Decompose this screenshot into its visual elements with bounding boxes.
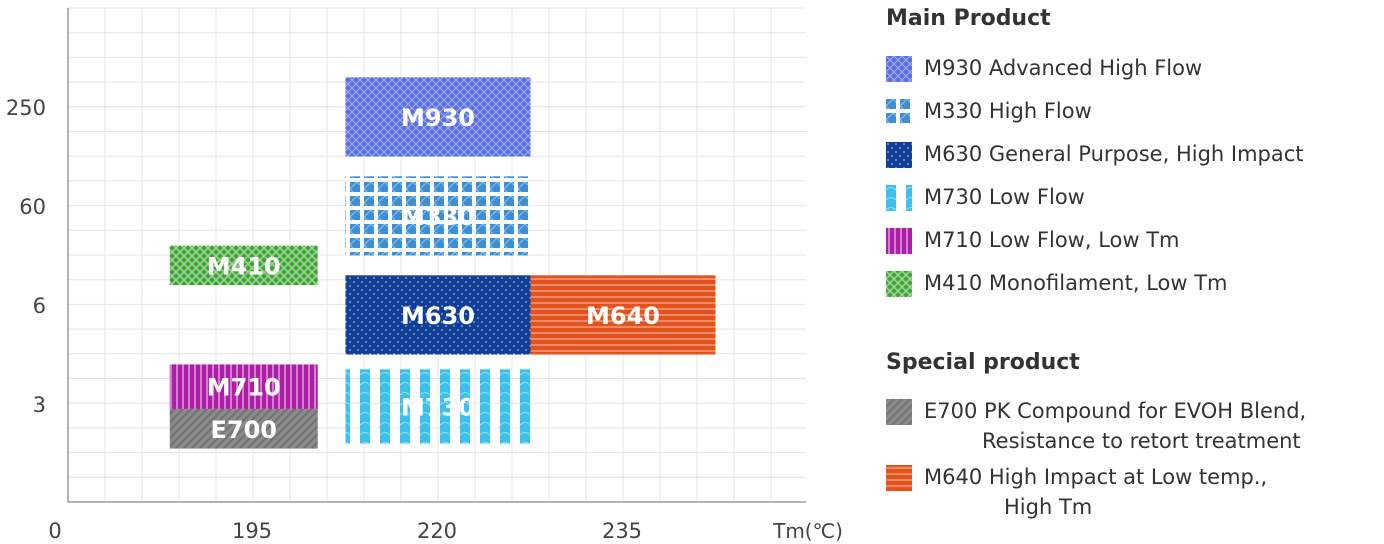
- block-e700: E700: [169, 408, 318, 449]
- block-label: M710: [207, 374, 281, 402]
- block-label: E700: [211, 416, 278, 444]
- legend-item-line1: M640 High Impact at Low temp.,: [924, 465, 1268, 489]
- legend-item: M930 Advanced High Flow: [886, 56, 1202, 83]
- block-m410: M410: [169, 245, 318, 286]
- axes: [67, 8, 806, 503]
- legend-swatch: [886, 271, 912, 297]
- x-axis-label: Tm(℃): [772, 519, 843, 543]
- legend-item-label: M410 Monofilament, Low Tm: [924, 271, 1228, 295]
- legend-item: M640 High Impact at Low temp., High Tm: [886, 465, 1267, 522]
- legend-swatch: [886, 99, 912, 125]
- legend-item: E700 PK Compound for EVOH Blend, Resistan…: [886, 399, 1306, 456]
- legend-swatch: [886, 465, 912, 491]
- x-tick-label: 235: [602, 519, 642, 543]
- blocks: M930 M330 M410 M630 M640 M710 E700 M730: [169, 77, 716, 449]
- block-rect: [345, 77, 531, 157]
- y-tick-label: 6: [33, 294, 46, 318]
- legend-main-heading: Main Product: [886, 6, 1051, 31]
- legend-item-line2: High Tm: [1004, 495, 1093, 519]
- x-tick-label: 0: [48, 519, 61, 543]
- block-rect: [169, 364, 318, 409]
- legend-item-label: M710 Low Flow, Low Tm: [924, 228, 1180, 252]
- legend-swatch: [886, 228, 912, 254]
- legend-item-line2: Resistance to retort treatment: [982, 429, 1301, 453]
- legend-item-label: M730 Low Flow: [924, 185, 1085, 209]
- chart: M930 M330 M410 M630 M640 M710 E700 M730 250 60 6 3…: [6, 7, 843, 543]
- legend-item-label: M330 High Flow: [924, 99, 1092, 123]
- legend-swatch: [886, 399, 912, 425]
- y-tick-label: 250: [6, 96, 46, 120]
- block-label: M730: [401, 393, 475, 421]
- block-m930: M930: [345, 77, 531, 157]
- y-tick-label: 60: [19, 195, 46, 219]
- tick-labels: 250 60 6 3 0 195 220 235 Tm(℃): [6, 96, 843, 543]
- block-rect: [345, 369, 531, 444]
- block-label: M640: [586, 302, 660, 330]
- legend-item-label: M930 Advanced High Flow: [924, 56, 1203, 80]
- legend-swatch: [886, 185, 912, 211]
- legend-item-label: M640 High Impact at Low temp., High Tm: [924, 462, 1267, 522]
- block-rect: [530, 275, 716, 355]
- x-tick-label: 195: [232, 519, 272, 543]
- block-label: M410: [207, 252, 281, 280]
- block-rect: [169, 245, 318, 286]
- legend-item: M630 General Purpose, High Impact: [886, 142, 1304, 169]
- block-m330: M330: [345, 176, 531, 256]
- x-tick-label: 220: [417, 519, 457, 543]
- y-tick-label: 3: [33, 393, 46, 417]
- block-label: M930: [401, 104, 475, 132]
- block-m630: M630: [345, 275, 531, 355]
- block-rect: [169, 408, 318, 449]
- legend-swatch: [886, 56, 912, 82]
- block-m710: M710: [169, 364, 318, 409]
- legend-item: M330 High Flow: [886, 99, 1092, 126]
- legend-item-line1: E700 PK Compound for EVOH Blend,: [924, 399, 1307, 423]
- block-label: M330: [401, 203, 475, 231]
- block-m640: M640: [530, 275, 716, 355]
- legend-item: M730 Low Flow: [886, 185, 1085, 212]
- legend-special-heading: Special product: [886, 350, 1080, 375]
- legend-item-label: M630 General Purpose, High Impact: [924, 142, 1304, 166]
- legend-item: M710 Low Flow, Low Tm: [886, 228, 1180, 255]
- block-rect: [345, 275, 531, 355]
- block-label: M630: [401, 302, 475, 330]
- legend-swatch: [886, 142, 912, 168]
- legend-item-label: E700 PK Compound for EVOH Blend, Resistan…: [924, 396, 1306, 456]
- block-rect: [345, 176, 531, 256]
- legend-item: M410 Monofilament, Low Tm: [886, 271, 1228, 298]
- block-m730: M730: [345, 369, 531, 444]
